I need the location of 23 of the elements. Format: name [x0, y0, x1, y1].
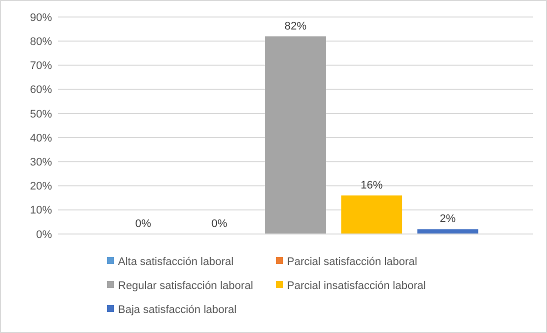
- y-tick-label: 90%: [30, 12, 52, 24]
- y-tick-label: 70%: [30, 60, 52, 72]
- legend-label: Parcial satisfacción laboral: [287, 256, 418, 268]
- legend-label: Alta satisfacción laboral: [118, 256, 234, 268]
- text: 0%: [211, 218, 228, 230]
- legend-label: Parcial insatisfacción laboral: [287, 280, 426, 292]
- y-tick-label: 10%: [30, 204, 52, 217]
- legend-label: Regular satisfacción laboral: [118, 280, 254, 292]
- y-tick-label: 80%: [30, 36, 52, 48]
- text: 0%: [135, 218, 152, 230]
- text: 16%: [360, 179, 383, 192]
- y-tick-label: 60%: [30, 84, 52, 96]
- y-tick-label: 50%: [30, 108, 52, 120]
- y-tick-label: 20%: [30, 180, 52, 193]
- bar: [265, 36, 326, 234]
- bar: [417, 229, 478, 234]
- y-tick-label: 40%: [30, 132, 52, 144]
- text: 2%: [440, 213, 456, 226]
- y-tick-label: 0%: [36, 228, 52, 241]
- text: 82%: [284, 20, 307, 32]
- y-tick-label: 30%: [30, 156, 52, 169]
- legend-label: Baja satisfacción laboral: [118, 304, 237, 316]
- bar: [341, 195, 402, 234]
